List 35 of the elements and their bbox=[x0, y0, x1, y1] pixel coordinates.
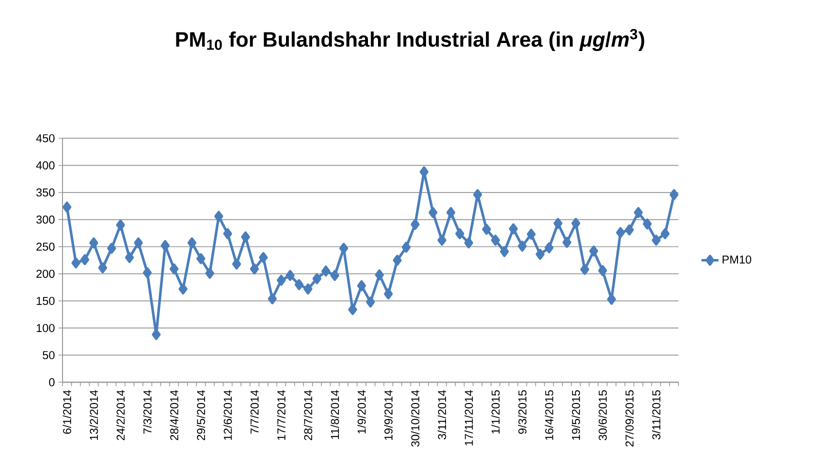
y-tick-label: 350 bbox=[36, 188, 55, 197]
x-tick-label: 7/7/2014 bbox=[250, 390, 259, 434]
x-tick-label: 29/5/2014 bbox=[196, 390, 206, 440]
chart-title: PM$_{10}$ for Bulandshahr Industrial Area (in μg/m$^{3}$) bbox=[176, 28, 644, 52]
y-tick-label: 0 bbox=[49, 378, 55, 386]
y-tick-label: 300 bbox=[36, 216, 55, 224]
x-tick-label: 1/9/2014 bbox=[357, 390, 366, 434]
legend-label: PM10 bbox=[722, 256, 752, 264]
x-tick-label: 24/2/2014 bbox=[116, 390, 125, 440]
x-tick-label: 27/09/2015 bbox=[625, 390, 634, 447]
y-tick-label: 50 bbox=[42, 351, 55, 360]
y-tick-label: 150 bbox=[36, 296, 55, 305]
x-tick-label: 17/11/2014 bbox=[464, 390, 473, 446]
x-tick-label: 28/7/2014 bbox=[304, 390, 312, 440]
x-tick-label: 19/5/2015 bbox=[572, 390, 580, 440]
x-tick-label: 7/3/2014 bbox=[143, 390, 152, 434]
x-tick-label: 19/9/2014 bbox=[384, 390, 393, 440]
x-tick-label: 1/1/2015 bbox=[491, 390, 500, 434]
x-tick-label: 6/1/2014 bbox=[62, 390, 72, 434]
x-tick-label: 9/3/2015 bbox=[518, 390, 526, 434]
x-tick-label: 30/10/2014 bbox=[410, 390, 420, 447]
y-tick-label: 100 bbox=[36, 324, 55, 332]
x-tick-label: 13/2/2014 bbox=[90, 390, 98, 440]
x-tick-label: 3/11/2015 bbox=[652, 390, 660, 440]
y-tick-label: 200 bbox=[36, 270, 55, 278]
x-tick-label: 28/4/2014 bbox=[170, 390, 178, 440]
x-tick-label: 3/11/2014 bbox=[438, 390, 446, 440]
x-tick-label: 16/4/2015 bbox=[544, 390, 554, 440]
y-tick-label: 400 bbox=[36, 161, 55, 170]
x-tick-label: 17/7/2014 bbox=[277, 390, 286, 440]
x-tick-label: 30/6/2015 bbox=[598, 390, 607, 440]
y-tick-label: 450 bbox=[36, 134, 55, 142]
x-tick-label: 12/6/2014 bbox=[223, 390, 232, 440]
y-tick-label: 250 bbox=[36, 242, 55, 251]
x-tick-label: 11/8/2014 bbox=[330, 390, 339, 439]
